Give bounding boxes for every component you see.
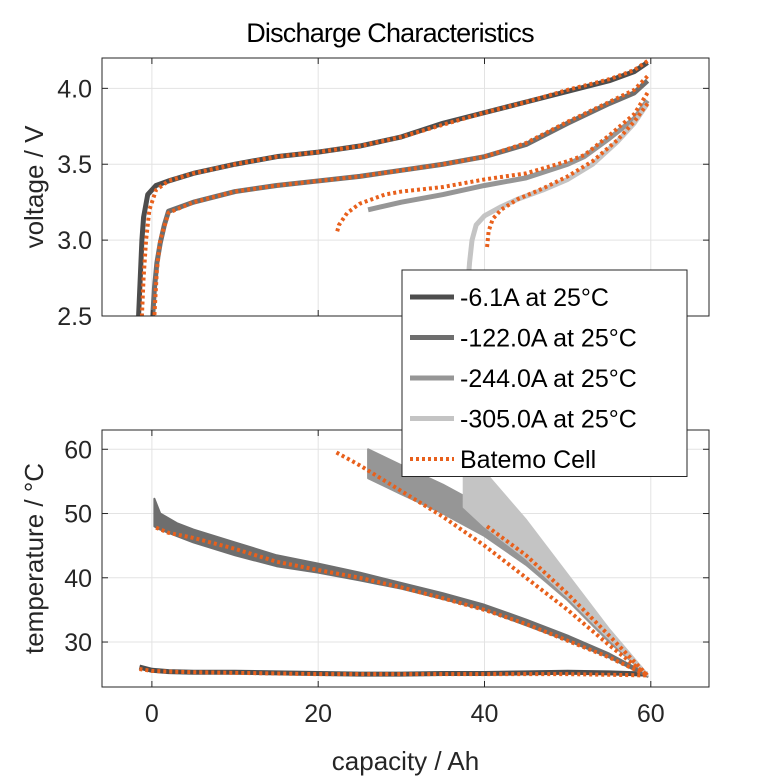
capacity-xlabel: capacity / Ah <box>332 746 479 776</box>
temperature-series-7-line <box>485 524 649 677</box>
temperature-ytick-label: 60 <box>64 436 92 464</box>
temperature-ticks: 0 20 40 60 30 40 50 60 <box>64 430 709 728</box>
voltage-ytick-label: 2.5 <box>57 303 92 331</box>
voltage-series-4-line <box>139 59 649 316</box>
chart-title: Discharge Characteristics <box>246 18 534 48</box>
voltage-ticks: 2.5 3.0 3.5 4.0 <box>57 58 709 331</box>
temperature-ytick-label: 30 <box>64 629 92 657</box>
temperature-series-5-line <box>155 525 649 678</box>
voltage-ytick-label: 4.0 <box>57 75 92 103</box>
voltage-series-2-line <box>367 99 650 213</box>
legend: -6.1A at 25°C -122.0A at 25°C -244.0A at 2… <box>401 269 688 477</box>
legend-label: Batemo Cell <box>460 446 596 474</box>
temperature-xtick-label: 40 <box>471 700 499 728</box>
legend-label: -244.0A at 25°C <box>460 365 637 393</box>
temperature-series <box>139 450 649 678</box>
voltage-panel: 2.5 3.0 3.5 4.0 voltage / V <box>19 57 710 331</box>
temperature-series-2-band <box>367 448 649 677</box>
voltage-series <box>139 59 650 316</box>
legend-box <box>401 269 688 477</box>
voltage-ylabel: voltage / V <box>19 125 49 249</box>
temperature-panel: 0 20 40 60 30 40 50 60 temperature / °C capacit… <box>19 429 710 776</box>
legend-label: -6.1A at 25°C <box>460 284 609 312</box>
temperature-series-3-band <box>462 445 649 677</box>
temperature-ylabel: temperature / °C <box>19 463 49 654</box>
temperature-ytick-label: 50 <box>64 501 92 529</box>
voltage-ytick-label: 3.5 <box>57 151 92 179</box>
temperature-series-4-line <box>139 667 648 678</box>
voltage-ytick-label: 3.0 <box>57 227 92 255</box>
temperature-xtick-label: 60 <box>637 700 665 728</box>
legend-label: -305.0A at 25°C <box>460 406 637 434</box>
temperature-series-6-line <box>335 450 649 678</box>
voltage-series-0-line <box>136 60 649 316</box>
temperature-ytick-label: 40 <box>64 565 92 593</box>
temperature-xtick-label: 0 <box>145 700 159 728</box>
voltage-series-7-line <box>484 102 650 248</box>
temperature-xtick-label: 20 <box>304 700 332 728</box>
legend-label: -122.0A at 25°C <box>460 325 637 353</box>
